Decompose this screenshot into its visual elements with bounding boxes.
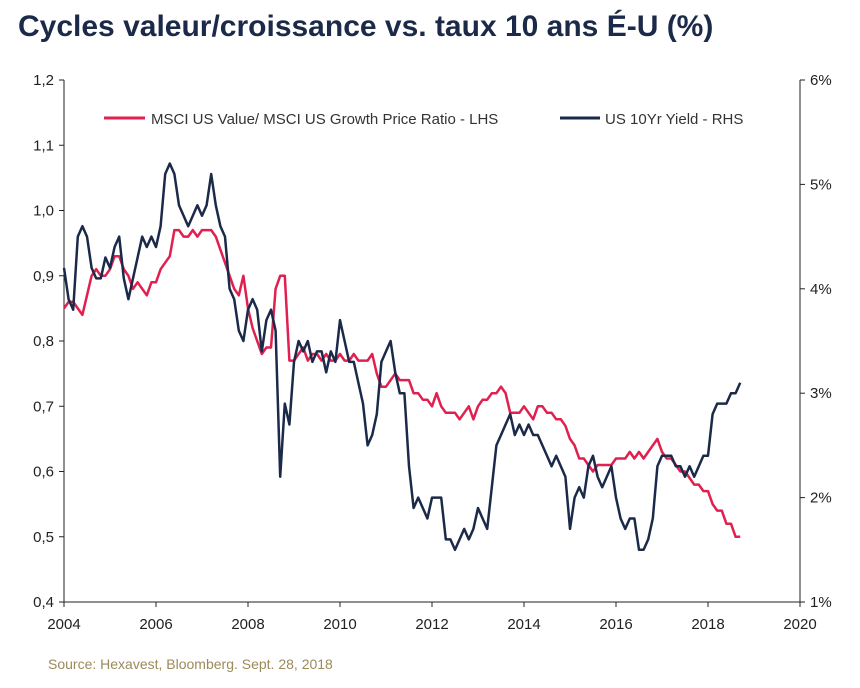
legend-label-rhs: US 10Yr Yield - RHS [605, 111, 743, 128]
series-lines [62, 162, 742, 552]
right-tick-label: 4% [810, 281, 832, 298]
left-tick-label: 0,5 [33, 529, 54, 546]
series-line-value-growth-ratio [62, 228, 741, 539]
right-tick-label: 1% [810, 594, 832, 611]
axes [59, 79, 805, 607]
left-tick-label: 1,1 [33, 137, 54, 154]
right-tick-label: 5% [810, 176, 832, 193]
left-tick-label: 1,0 [33, 203, 54, 220]
series-line-us-10yr-yield [62, 162, 742, 552]
left-tick-label: 1,2 [33, 72, 54, 89]
source-note: Source: Hexavest, Bloomberg. Sept. 28, 2… [48, 656, 333, 672]
x-tick-label: 2012 [415, 616, 448, 633]
x-tick-label: 2010 [323, 616, 356, 633]
left-tick-label: 0,9 [33, 268, 54, 285]
x-tick-label: 2020 [783, 616, 816, 633]
chart-title: Cycles valeur/croissance vs. taux 10 ans… [18, 10, 714, 43]
tick-labels: 0,4 0,5 0,6 0,7 0,8 0,9 1,0 1,1 1,2 1% 2% 3% 4% 5% 6% 2… [33, 72, 832, 633]
left-tick-label: 0,4 [33, 594, 54, 611]
legend: MSCI US Value/ MSCI US Growth Price Rati… [104, 111, 743, 128]
x-tick-label: 2014 [507, 616, 540, 633]
x-tick-label: 2018 [691, 616, 724, 633]
left-tick-label: 0,8 [33, 333, 54, 350]
left-tick-label: 0,6 [33, 464, 54, 481]
x-tick-label: 2004 [47, 616, 80, 633]
legend-label-lhs: MSCI US Value/ MSCI US Growth Price Rati… [151, 111, 498, 128]
right-tick-label: 3% [810, 385, 832, 402]
right-tick-label: 6% [810, 72, 832, 89]
left-tick-label: 0,7 [33, 398, 54, 415]
x-tick-label: 2016 [599, 616, 632, 633]
x-tick-label: 2006 [139, 616, 172, 633]
right-tick-label: 2% [810, 490, 832, 507]
x-tick-label: 2008 [231, 616, 264, 633]
